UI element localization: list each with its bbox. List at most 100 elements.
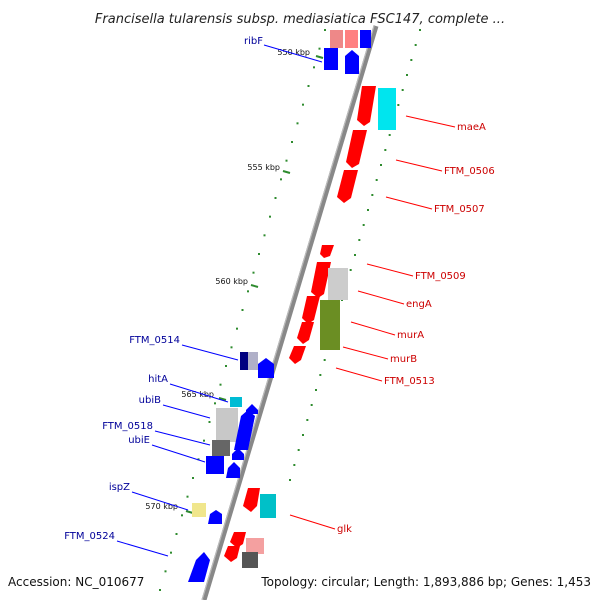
guide-dot <box>170 551 172 554</box>
guide-dot <box>323 359 326 361</box>
gene-arrow <box>208 510 222 524</box>
guide-dot <box>297 449 300 451</box>
gene-block <box>242 552 258 568</box>
guide-dot <box>274 197 277 199</box>
gene-arrow <box>302 296 320 324</box>
guide-dot <box>289 479 291 481</box>
guide-dot <box>310 404 313 406</box>
leader-line <box>162 404 211 419</box>
gene-arrow <box>230 532 246 548</box>
guide-dot <box>181 514 183 517</box>
gene-block <box>320 300 340 350</box>
summary-text: Topology: circular; Length: 1,893,886 bp… <box>260 575 591 589</box>
tick-mark <box>218 397 227 401</box>
guide-dot <box>293 464 296 466</box>
gene-block <box>330 30 343 48</box>
guide-dot <box>175 533 178 535</box>
tick-mark <box>315 55 324 59</box>
gene-label-murb: murB <box>390 354 417 365</box>
gene-labels: ribF FTM_0514 hitA ubiB FTM_0518 ubiE ispZ FTM_… <box>64 36 495 542</box>
leader-line <box>366 263 414 277</box>
gene-arrow <box>297 322 314 344</box>
gene-block <box>230 397 242 407</box>
leader-line <box>385 196 433 210</box>
gene-arrow <box>258 358 274 378</box>
guide-dot <box>318 47 321 50</box>
gene-block <box>345 30 358 48</box>
gene-label-ubib: ubiB <box>139 395 161 406</box>
gene-features <box>188 30 396 582</box>
gene-block <box>360 30 371 48</box>
gene-label-ftm_0507: FTM_0507 <box>434 204 485 215</box>
guide-dot <box>388 134 391 136</box>
guide-dot <box>410 59 413 61</box>
guide-dot <box>406 74 408 76</box>
gene-arrow <box>234 410 255 450</box>
label-leaders <box>116 44 456 557</box>
map-title: Francisella tularensis subsp. mediasiati… <box>95 12 505 27</box>
guide-dot <box>349 269 352 271</box>
gene-label-hita: hitA <box>148 374 168 385</box>
guide-dot <box>362 224 365 226</box>
leader-line <box>263 44 323 63</box>
gene-label-ftm_0513: FTM_0513 <box>384 376 435 387</box>
gene-label-ftm_0514: FTM_0514 <box>129 335 180 346</box>
gene-arrow <box>320 245 334 258</box>
guide-dot <box>296 122 299 125</box>
guide-dot <box>313 66 315 69</box>
gene-label-enga: engA <box>406 299 432 310</box>
gene-block <box>260 494 276 518</box>
gene-label-ftm_0524: FTM_0524 <box>64 531 115 542</box>
guide-dot <box>380 164 382 166</box>
guide-dot <box>354 254 356 256</box>
guide-dot <box>414 44 417 46</box>
gene-block <box>378 88 396 130</box>
guide-dot <box>258 253 260 255</box>
gene-arrow <box>226 462 240 478</box>
gene-label-ftm_0509: FTM_0509 <box>415 271 466 282</box>
guide-dot <box>252 271 255 274</box>
guide-dot <box>401 89 404 91</box>
guide-dot <box>302 434 304 436</box>
leader-line <box>335 367 383 382</box>
genome-backbone <box>201 25 379 600</box>
leader-line <box>395 159 443 172</box>
gene-arrow <box>224 546 240 562</box>
guide-dot <box>285 159 288 162</box>
leader-line <box>181 344 239 361</box>
gene-arrow <box>357 86 376 126</box>
leader-line <box>350 321 396 336</box>
gene-arrow <box>337 170 358 203</box>
tick-label: 550 kbp <box>277 48 310 57</box>
guide-dot <box>306 419 309 421</box>
leader-line <box>405 115 456 128</box>
gene-label-ribf: ribF <box>244 36 263 47</box>
guide-dot <box>192 477 194 479</box>
guide-dot <box>241 309 244 311</box>
guide-dot <box>384 149 387 151</box>
guide-dot <box>375 179 378 181</box>
gene-block <box>248 352 258 370</box>
guide-dot <box>302 103 304 106</box>
gene-label-ftm_0518: FTM_0518 <box>102 421 153 432</box>
tick-mark <box>282 170 291 174</box>
gene-arrow <box>289 346 306 364</box>
guide-dot <box>269 215 271 218</box>
leader-line <box>116 540 169 557</box>
guide-dot <box>186 495 189 498</box>
guide-dot <box>203 439 205 442</box>
leader-line <box>154 430 211 446</box>
guide-dot <box>319 374 322 376</box>
guide-dot <box>214 402 216 405</box>
guide-dot <box>291 141 293 143</box>
ruler-ticks: 550 kbp 555 kbp 560 kbp 565 kbp 570 kbp <box>145 48 324 514</box>
gene-arrow <box>243 488 260 512</box>
guide-dot <box>159 589 161 591</box>
leader-line <box>169 383 229 403</box>
gene-label-ubie: ubiE <box>128 435 150 446</box>
guide-dot <box>315 389 317 391</box>
guide-dot <box>208 421 211 423</box>
leader-line <box>357 290 405 305</box>
tick-mark <box>250 284 259 288</box>
